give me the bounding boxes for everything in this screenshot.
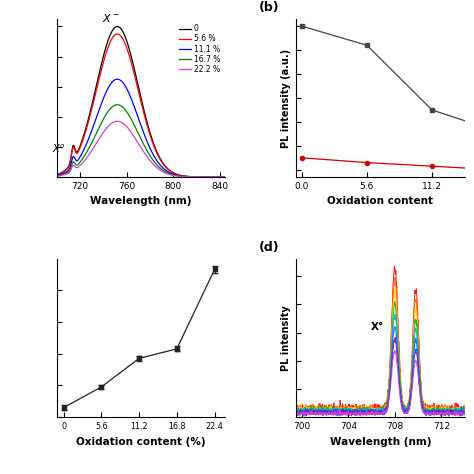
5.6 % [84,125,90,131]
16.7 % [222,174,228,180]
5.6 % [167,168,173,173]
X-axis label: Oxidation content (%): Oxidation content (%) [76,437,206,447]
0 [154,148,159,154]
16.7 % [154,162,159,167]
X-axis label: Oxidation content: Oxidation content [327,196,433,206]
16.7 % [167,171,173,177]
0 [130,62,136,68]
22.2 % [54,173,60,179]
11.1 % [167,170,173,175]
16.7 % [54,173,60,179]
Line: 0: 0 [57,27,225,177]
11.1 % [181,173,187,179]
0 [97,66,103,72]
0 [115,24,120,29]
Text: $X^o$: $X^o$ [53,143,66,155]
5.6 % [222,174,228,180]
11.1 % [115,76,120,82]
22.2 % [115,118,120,124]
22.2 % [222,174,228,180]
Text: (b): (b) [259,1,280,14]
11.1 % [222,174,228,180]
Y-axis label: PL intensity (a.u.): PL intensity (a.u.) [281,48,291,147]
5.6 % [154,149,159,155]
22.2 % [84,155,90,161]
11.1 % [54,173,60,178]
22.2 % [130,133,136,138]
22.2 % [181,174,187,180]
5.6 % [97,72,103,77]
Text: $X^-$: $X^-$ [102,12,120,24]
16.7 % [97,122,103,128]
Legend: 0, 5.6 %, 11.1 %, 16.7 %, 22.2 %: 0, 5.6 %, 11.1 %, 16.7 %, 22.2 % [178,23,221,75]
Text: (d): (d) [259,241,280,254]
11.1 % [130,101,136,107]
11.1 % [154,157,159,163]
0 [54,172,60,177]
11.1 % [97,104,103,110]
Y-axis label: PL intensity: PL intensity [281,305,291,371]
11.1 % [84,141,90,146]
Line: 11.1 %: 11.1 % [57,79,225,177]
16.7 % [130,120,136,126]
Line: 16.7 %: 16.7 % [57,105,225,177]
16.7 % [115,102,120,108]
22.2 % [97,134,103,140]
5.6 % [115,31,120,37]
22.2 % [154,164,159,170]
22.2 % [167,172,173,177]
5.6 % [181,173,187,179]
5.6 % [130,68,136,73]
16.7 % [181,173,187,179]
5.6 % [54,172,60,178]
0 [167,168,173,173]
0 [181,173,187,179]
X-axis label: Wavelength (nm): Wavelength (nm) [329,437,431,447]
Line: 22.2 %: 22.2 % [57,121,225,177]
Text: X°: X° [371,322,384,332]
16.7 % [84,149,90,155]
X-axis label: Wavelength (nm): Wavelength (nm) [91,196,192,206]
0 [84,123,90,128]
Line: 5.6 %: 5.6 % [57,34,225,177]
0 [222,174,228,180]
